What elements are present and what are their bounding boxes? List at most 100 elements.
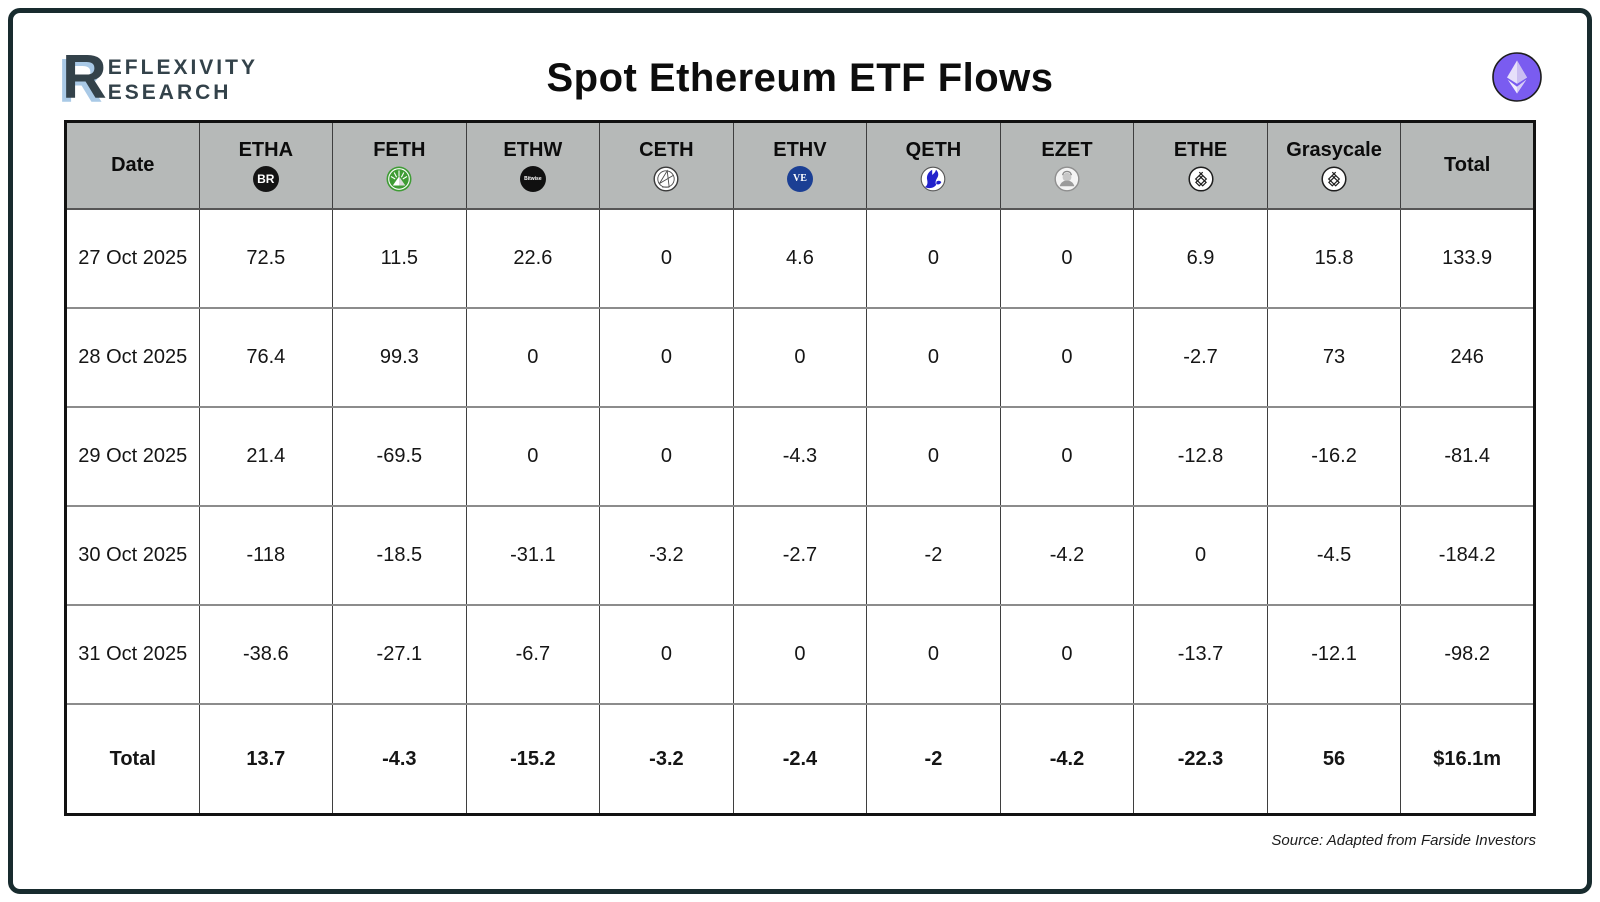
value-cell: -81.4 bbox=[1400, 406, 1535, 506]
value-cell: 0 bbox=[999, 406, 1135, 506]
etf-flows-table: Date ETHA BR FETH ETHW Bitwise CETH ETHV VE QETH E… bbox=[64, 120, 1536, 816]
table-header-row: Date ETHA BR FETH ETHW Bitwise CETH ETHV VE QETH E… bbox=[65, 121, 1535, 210]
total-value-cell: -4.2 bbox=[999, 703, 1135, 815]
value-cell: 11.5 bbox=[332, 208, 467, 308]
value-cell: 4.6 bbox=[732, 208, 868, 308]
value-cell: -31.1 bbox=[465, 505, 601, 605]
value-cell: -12.1 bbox=[1266, 604, 1402, 704]
value-cell: 0 bbox=[999, 208, 1135, 308]
value-cell: -2.7 bbox=[1133, 307, 1268, 407]
value-cell: -4.3 bbox=[732, 406, 868, 506]
total-value-cell: -22.3 bbox=[1133, 703, 1268, 815]
column-header-content: Grasycale bbox=[1268, 139, 1401, 193]
total-value-cell: -2 bbox=[866, 703, 1001, 815]
value-cell: 0 bbox=[999, 307, 1135, 407]
column-label: EZET bbox=[1041, 138, 1093, 161]
reflexivity-research-logo: R EFLEXIVITY ESEARCH bbox=[62, 43, 258, 113]
table-row: 28 Oct 2025 76.4 99.3 0 0 0 0 0 -2.7 73 246 bbox=[65, 307, 1535, 407]
column-label: ETHA bbox=[238, 138, 294, 161]
column-header-content: CETH bbox=[600, 139, 733, 193]
column-header-qeth: QETH bbox=[866, 121, 1001, 210]
21shares-icon bbox=[653, 165, 679, 193]
value-cell: -4.5 bbox=[1266, 505, 1402, 605]
date-cell: 31 Oct 2025 bbox=[65, 604, 200, 704]
column-label: FETH bbox=[373, 138, 426, 161]
value-cell: -38.6 bbox=[198, 604, 334, 704]
column-header-content: Total bbox=[1401, 154, 1533, 177]
total-row: Total 13.7 -4.3 -15.2 -3.2 -2.4 -2 -4.2 -22.3 56 $… bbox=[65, 703, 1535, 815]
value-cell: 0 bbox=[599, 406, 734, 506]
value-cell: 73 bbox=[1266, 307, 1402, 407]
table-header: Date ETHA BR FETH ETHW Bitwise CETH ETHV VE QETH E… bbox=[65, 121, 1535, 210]
table-row: 30 Oct 2025 -118 -18.5 -31.1 -3.2 -2.7 -2 -4.2 0… bbox=[65, 505, 1535, 605]
value-cell: 15.8 bbox=[1266, 208, 1402, 308]
column-label: CETH bbox=[639, 138, 694, 161]
franklin-templeton-icon bbox=[1054, 165, 1080, 193]
column-header-etha: ETHA BR bbox=[198, 121, 334, 210]
column-label: ETHE bbox=[1173, 138, 1228, 161]
total-value-cell: $16.1m bbox=[1400, 703, 1535, 815]
bitwise-icon: Bitwise bbox=[519, 165, 546, 193]
value-cell: -2.7 bbox=[732, 505, 868, 605]
value-cell: -184.2 bbox=[1400, 505, 1535, 605]
invesco-galaxy-icon bbox=[920, 165, 946, 193]
total-value-cell: 56 bbox=[1266, 703, 1402, 815]
logo-line2: ESEARCH bbox=[107, 80, 232, 104]
column-label: ETHW bbox=[503, 138, 563, 161]
column-header-content: FETH bbox=[333, 139, 466, 193]
value-cell: -98.2 bbox=[1400, 604, 1535, 704]
total-label-cell: Total bbox=[65, 703, 200, 815]
grayscale-icon bbox=[1187, 165, 1214, 193]
value-cell: -2 bbox=[866, 505, 1001, 605]
value-cell: 0 bbox=[732, 604, 868, 704]
value-cell: -3.2 bbox=[599, 505, 734, 605]
value-cell: -16.2 bbox=[1266, 406, 1402, 506]
total-value-cell: -3.2 bbox=[599, 703, 734, 815]
value-cell: 6.9 bbox=[1133, 208, 1268, 308]
page-title: Spot Ethereum ETF Flows bbox=[546, 56, 1054, 100]
value-cell: 246 bbox=[1400, 307, 1535, 407]
column-label: ETHV bbox=[773, 138, 827, 161]
value-cell: -4.2 bbox=[999, 505, 1135, 605]
table-row: 27 Oct 2025 72.5 11.5 22.6 0 4.6 0 0 6.9 15.8 133.… bbox=[65, 208, 1535, 308]
value-cell: 72.5 bbox=[198, 208, 334, 308]
total-value-cell: -4.3 bbox=[332, 703, 467, 815]
value-cell: 0 bbox=[866, 208, 1001, 308]
value-cell: 0 bbox=[1133, 505, 1268, 605]
column-header-ethe: ETHE bbox=[1133, 121, 1268, 210]
fidelity-icon bbox=[386, 165, 412, 193]
column-header-content: EZET bbox=[1001, 139, 1134, 193]
column-header-date: Date bbox=[65, 121, 200, 210]
column-header-feth: FETH bbox=[332, 121, 467, 210]
column-header-ethv: ETHV VE bbox=[732, 121, 868, 210]
blackrock-icon: BR bbox=[252, 165, 279, 193]
column-header-ceth: CETH bbox=[599, 121, 734, 210]
value-cell: -12.8 bbox=[1133, 406, 1268, 506]
date-cell: 28 Oct 2025 bbox=[65, 307, 200, 407]
column-header-content: QETH bbox=[867, 139, 1000, 193]
table-row: 31 Oct 2025 -38.6 -27.1 -6.7 0 0 0 0 -13.7 -12.1-… bbox=[65, 604, 1535, 704]
column-label: Grasycale bbox=[1286, 138, 1382, 161]
value-cell: 0 bbox=[599, 307, 734, 407]
date-cell: 29 Oct 2025 bbox=[65, 406, 200, 506]
value-cell: 133.9 bbox=[1400, 208, 1535, 308]
table-body: 27 Oct 2025 72.5 11.5 22.6 0 4.6 0 0 6.9 15.8 133.… bbox=[65, 208, 1535, 815]
value-cell: 0 bbox=[465, 406, 601, 506]
value-cell: 0 bbox=[599, 604, 734, 704]
column-header-total: Total bbox=[1400, 121, 1535, 210]
value-cell: -6.7 bbox=[465, 604, 601, 704]
table-row: 29 Oct 2025 21.4 -69.5 0 0 -4.3 0 0 -12.8 -16.2 -8… bbox=[65, 406, 1535, 506]
date-cell: 30 Oct 2025 bbox=[65, 505, 200, 605]
ethereum-icon-svg bbox=[1492, 52, 1542, 102]
value-cell: -18.5 bbox=[332, 505, 467, 605]
column-header-grasycale: Grasycale bbox=[1266, 121, 1402, 210]
value-cell: 76.4 bbox=[198, 307, 334, 407]
column-header-content: ETHV VE bbox=[734, 139, 867, 193]
grayscale-icon bbox=[1321, 165, 1347, 193]
column-label: QETH bbox=[905, 138, 962, 161]
logo-r-glyph: R bbox=[62, 43, 107, 113]
value-cell: 0 bbox=[732, 307, 868, 407]
source-note: Source: Adapted from Farside Investors bbox=[1271, 832, 1536, 849]
column-label: Date bbox=[111, 154, 155, 176]
value-cell: -118 bbox=[198, 505, 334, 605]
